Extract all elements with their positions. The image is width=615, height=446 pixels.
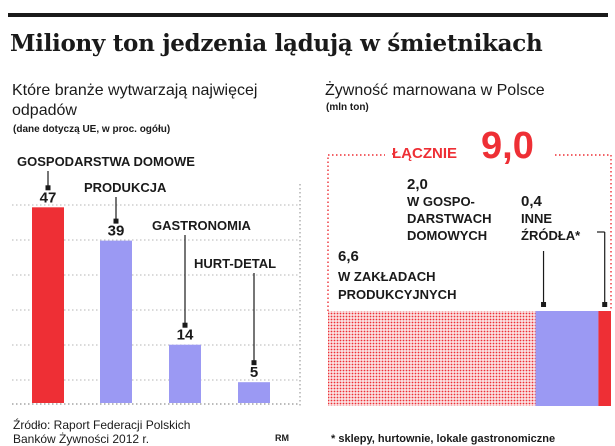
leader-dot-3	[182, 322, 188, 328]
leader-dot-4	[251, 360, 257, 366]
segment-production-label-2: PRODUKCYJNYCH	[338, 287, 456, 302]
right-chart: ŁĄCZNIE 9,0 6,6 W ZAKŁADACH PRODUKCYJNYCH 2,0…	[327, 125, 612, 406]
category-label-3: GASTRONOMIA	[152, 218, 252, 233]
right-chart-footnote: * sklepy, hurtownie, lokale gastronomicz…	[331, 433, 556, 445]
segment-other	[598, 311, 611, 406]
total-value: 9,0	[481, 125, 534, 167]
right-chart-title: Żywność marnowana w Polsce	[325, 82, 545, 99]
total-frame	[327, 154, 612, 311]
segment-production	[328, 311, 536, 406]
author-credit: RM	[275, 433, 289, 443]
left-chart-title: Które branże wytwarzają najwięcej odpadó…	[12, 82, 258, 119]
leader-dot-1	[45, 185, 51, 191]
bar-2	[100, 240, 132, 403]
bar-value-label-3: 14	[177, 327, 194, 344]
segment-households-label-1: W GOSPO-	[407, 194, 475, 209]
segment-households-label-3: DOMOWYCH	[407, 228, 487, 243]
segment-other-label-1: INNE	[521, 211, 552, 226]
bar-4	[238, 382, 270, 403]
segment-production-label-1: W ZAKŁADACH	[338, 269, 435, 284]
top-rule	[8, 13, 608, 17]
leader-dot-2	[113, 218, 119, 224]
leader-other-dot	[602, 302, 608, 307]
bar-value-label-1: 47	[40, 189, 57, 206]
total-label: ŁĄCZNIE	[392, 145, 457, 162]
left-chart: 47 GOSPODARSTWA DOMOWE 39 PRODUKCJA 14 GASTRO…	[17, 154, 276, 403]
left-chart-subtitle: (dane dotyczą UE, w proc. ogółu)	[13, 124, 171, 135]
bar-value-label-2: 39	[108, 223, 125, 240]
category-label-4: HURT-DETAL	[194, 256, 276, 271]
page-title: Miliony ton jedzenia lądują w śmietnikac…	[10, 30, 543, 57]
segment-other-value: 0,4	[521, 193, 543, 210]
leader-households-dot	[541, 302, 547, 307]
segment-production-value: 6,6	[338, 248, 359, 265]
segment-other-label-2: ŹRÓDŁA*	[521, 228, 581, 243]
category-label-2: PRODUKCJA	[84, 180, 167, 195]
source-line-2: Banków Żywności 2012 r.	[13, 432, 150, 446]
segment-households-label-2: DARSTWACH	[407, 211, 492, 226]
segment-households	[535, 311, 599, 406]
source-line-1: Źródło: Raport Federacji Polskich	[13, 418, 191, 432]
bar-1	[32, 207, 64, 403]
category-label-1: GOSPODARSTWA DOMOWE	[17, 154, 195, 169]
right-chart-subtitle: (mln ton)	[326, 102, 369, 113]
bar-value-label-4: 5	[250, 364, 258, 381]
segment-households-value: 2,0	[407, 176, 428, 193]
bar-3	[169, 344, 201, 403]
